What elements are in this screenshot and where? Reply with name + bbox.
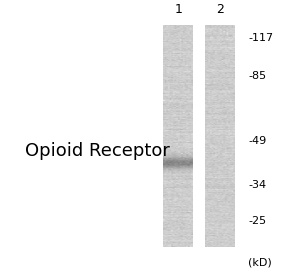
Text: -49: -49: [248, 136, 266, 146]
Text: -25: -25: [248, 216, 266, 226]
Text: -117: -117: [248, 33, 273, 43]
Text: Opioid Receptor: Opioid Receptor: [25, 142, 170, 160]
Text: -85: -85: [248, 71, 266, 81]
Text: 1: 1: [174, 3, 182, 16]
Text: (kD): (kD): [248, 257, 272, 267]
Text: 2: 2: [216, 3, 224, 16]
Text: -34: -34: [248, 180, 266, 190]
